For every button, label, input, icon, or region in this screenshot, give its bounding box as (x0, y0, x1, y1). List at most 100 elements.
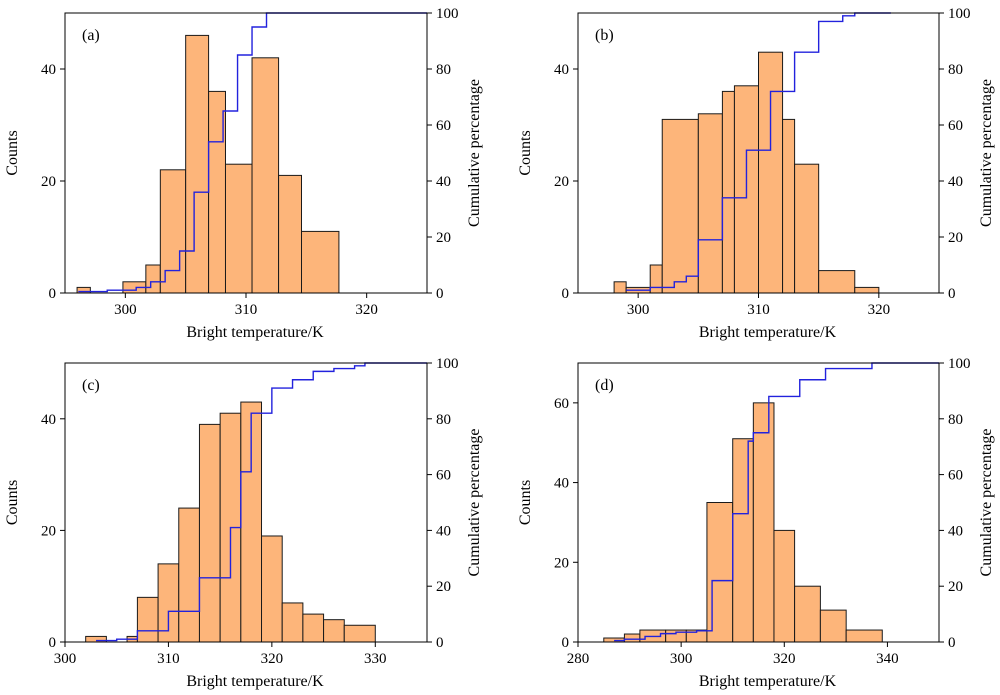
panel-label: (d) (595, 377, 614, 394)
x-axis-label: Bright temperature/K (186, 673, 324, 690)
histogram-bar (302, 613, 325, 643)
y2-tick-label: 40 (436, 174, 451, 190)
y2-axis-label: Cumulative percentage (466, 79, 483, 227)
x-tick-label: 320 (261, 651, 284, 667)
histogram-bar (697, 113, 723, 294)
x-axis-label: Bright temperature/K (699, 324, 837, 341)
histogram-bar (159, 169, 187, 294)
y2-tick-label: 40 (948, 523, 963, 539)
histogram-bar (198, 423, 221, 643)
y2-tick-label: 80 (436, 62, 451, 78)
x-tick-label: 340 (876, 651, 899, 667)
y2-tick-label: 40 (436, 523, 451, 539)
y2-tick-label: 60 (948, 118, 963, 134)
histogram-bar (819, 609, 847, 643)
x-tick-label: 320 (868, 302, 891, 318)
histogram-bar (224, 163, 253, 294)
cumulative-line (614, 362, 939, 642)
histogram-bar (721, 90, 735, 294)
y2-tick-label: 100 (436, 356, 459, 372)
y-tick-label: 60 (554, 396, 569, 412)
y-tick-label: 40 (554, 476, 569, 492)
y-axis-label: Counts (517, 480, 534, 525)
x-tick-label: 310 (235, 302, 258, 318)
x-tick-label: 280 (567, 651, 590, 667)
histogram-bar (794, 585, 821, 643)
y-axis-label: Counts (4, 130, 21, 175)
histogram-bar (178, 507, 200, 643)
histogram-bar (343, 624, 376, 643)
histogram-bar (281, 602, 304, 643)
histogram-bar (613, 281, 627, 294)
x-tick-label: 320 (773, 651, 796, 667)
histogram-bar (301, 230, 340, 294)
y2-tick-label: 100 (436, 6, 459, 22)
y-tick-label: 0 (562, 635, 570, 651)
y2-tick-label: 80 (948, 62, 963, 78)
histogram-bar (794, 163, 820, 294)
histogram-bar (758, 51, 784, 294)
y2-tick-label: 20 (948, 230, 963, 246)
x-tick-label: 300 (114, 302, 137, 318)
histogram-bar (251, 57, 280, 294)
histogram-bar (261, 535, 283, 643)
plot-frame (64, 362, 428, 643)
y-tick-label: 40 (41, 62, 56, 78)
x-tick-label: 320 (355, 302, 378, 318)
histogram-bar (185, 34, 210, 294)
histogram-bar (782, 118, 796, 294)
panel-d: 280 300 320 340 0 20 40 60 0 20 40 60 80 100 (d) Bright… (517, 356, 995, 690)
histogram-bar (623, 633, 641, 643)
plot-frame (577, 362, 940, 643)
panel-b: 300 310 320 0 20 40 0 20 40 60 80 100 (b) Bright temp… (517, 6, 995, 341)
y-tick-label: 0 (49, 286, 57, 302)
histogram-bar (773, 529, 796, 643)
x-tick-label: 300 (670, 651, 693, 667)
x-tick-label: 330 (364, 651, 387, 667)
y-tick-label: 20 (554, 555, 569, 571)
y2-tick-label: 20 (436, 579, 451, 595)
panel-label: (c) (82, 377, 100, 394)
panel-label: (a) (82, 27, 100, 44)
cumulative-line (626, 12, 891, 291)
histogram-bar (136, 596, 159, 643)
y2-tick-label: 0 (948, 286, 956, 302)
histogram-bar (323, 619, 345, 643)
x-tick-label: 300 (54, 651, 77, 667)
histogram-bar (854, 286, 880, 294)
y-tick-label: 20 (554, 174, 569, 190)
y-tick-label: 40 (554, 62, 569, 78)
y-axis-label: Counts (4, 480, 21, 525)
cumulative-line (96, 362, 427, 642)
y2-tick-label: 0 (436, 286, 444, 302)
y-tick-label: 40 (41, 412, 56, 428)
histogram-bar (845, 629, 883, 643)
histogram-bar (661, 118, 699, 294)
y2-axis-label: Cumulative percentage (466, 429, 483, 577)
histogram-bar (706, 502, 734, 643)
y-tick-label: 20 (41, 174, 56, 190)
histogram-bar (278, 174, 303, 294)
y2-tick-label: 100 (948, 356, 971, 372)
panel-c: 300 310 320 330 0 20 40 0 20 40 60 80 100 (c) Bright t… (4, 356, 483, 690)
histogram-bar (649, 264, 663, 294)
y2-tick-label: 80 (436, 412, 451, 428)
y-axis-label: Counts (517, 130, 534, 175)
y-tick-label: 20 (41, 523, 56, 539)
y2-axis-label: Cumulative percentage (978, 79, 995, 227)
histogram-bar (818, 270, 856, 294)
y-tick-label: 0 (49, 635, 57, 651)
y2-tick-label: 100 (948, 6, 971, 22)
histogram-bar (732, 438, 754, 643)
y2-tick-label: 0 (436, 635, 444, 651)
panel-label: (b) (595, 27, 614, 44)
x-axis-label: Bright temperature/K (186, 324, 324, 341)
y2-tick-label: 60 (948, 468, 963, 484)
histogram-bar (145, 264, 161, 294)
y2-axis-label: Cumulative percentage (978, 429, 995, 577)
x-tick-label: 300 (627, 302, 650, 318)
histogram-bar (752, 402, 775, 643)
panel-a: 300 310 320 0 20 40 0 20 40 60 80 100 (a) Bright temp… (4, 6, 483, 341)
y2-tick-label: 60 (436, 468, 451, 484)
